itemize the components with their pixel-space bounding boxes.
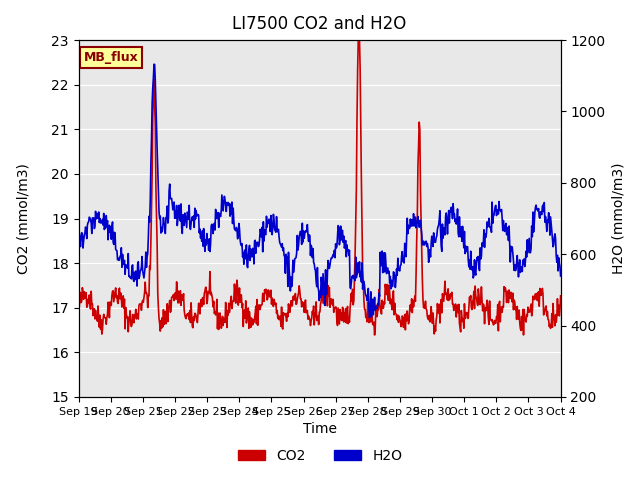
Title: LI7500 CO2 and H2O: LI7500 CO2 and H2O bbox=[232, 15, 407, 33]
Y-axis label: H2O (mmol/m3): H2O (mmol/m3) bbox=[611, 163, 625, 274]
Legend: CO2, H2O: CO2, H2O bbox=[232, 443, 408, 468]
Text: MB_flux: MB_flux bbox=[83, 51, 138, 64]
X-axis label: Time: Time bbox=[303, 422, 337, 436]
Y-axis label: CO2 (mmol/m3): CO2 (mmol/m3) bbox=[17, 163, 31, 274]
